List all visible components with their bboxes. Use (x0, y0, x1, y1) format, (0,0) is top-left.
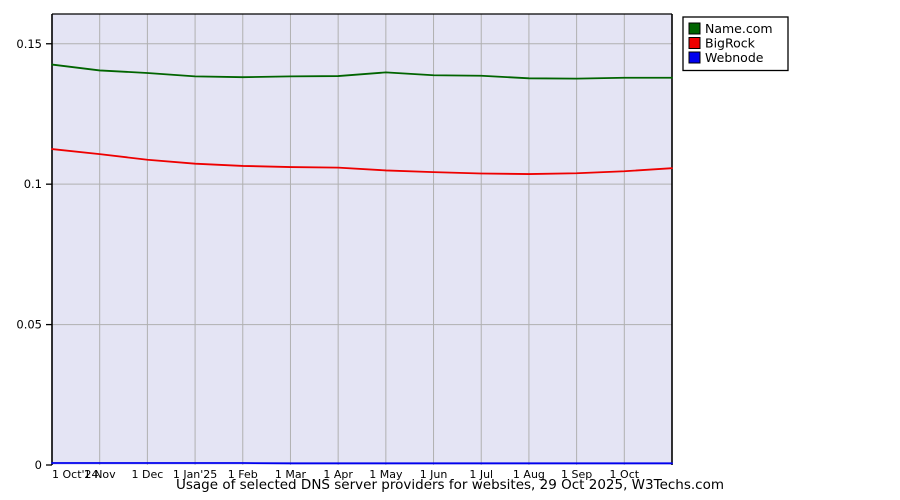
data-series-group (51, 63, 673, 465)
x-tick-label: 1 Nov (84, 468, 116, 481)
legend-label[interactable]: Name.com (705, 21, 773, 36)
x-tick-label: 1 Oct'24 (52, 468, 99, 481)
y-tick-label: 0.1 (24, 177, 42, 191)
legend-label[interactable]: BigRock (705, 36, 756, 51)
y-tick-label: 0 (35, 458, 42, 472)
x-tick-label: 1 May (369, 468, 403, 481)
legend-swatch-webnode (688, 51, 701, 64)
horizontal-gridlines (52, 43, 672, 326)
x-tick-label: 1 Feb (228, 468, 258, 481)
x-axis-ticks: 1 Oct'241 Nov 1 Dec 1 Jan'25 1 Feb 1 Mar 1 Ap… (52, 468, 640, 481)
y-tick-label: 0.15 (16, 37, 42, 51)
x-tick-label: 1 Jul (469, 468, 493, 481)
x-tick-label: 1 Aug (513, 468, 545, 481)
vertical-gridlines (99, 14, 625, 465)
chart-caption: Usage of selected DNS server providers f… (176, 477, 724, 493)
x-tick-label: 1 Jun (420, 468, 448, 481)
x-tick-label: 1 Jan'25 (173, 468, 217, 481)
legend-swatch-bigrock (688, 37, 701, 49)
plot-area-background (52, 14, 672, 465)
y-tick-label: 0.05 (16, 318, 42, 332)
x-tick-label: 1 Mar (275, 468, 307, 481)
x-tick-label: 1 Oct (610, 468, 640, 481)
y-axis-ticks: 0 0.05 0.1 0.15 (16, 37, 52, 472)
series-line-bigrock (51, 148, 673, 175)
x-tick-label: 1 Apr (323, 468, 353, 481)
series-line-name-com (51, 63, 673, 80)
legend-swatch-name-com (688, 22, 701, 35)
x-tick-label: 1 Dec (131, 468, 163, 481)
legend-label[interactable]: Webnode (705, 50, 764, 65)
x-tick-label: 1 Sep (561, 468, 592, 481)
